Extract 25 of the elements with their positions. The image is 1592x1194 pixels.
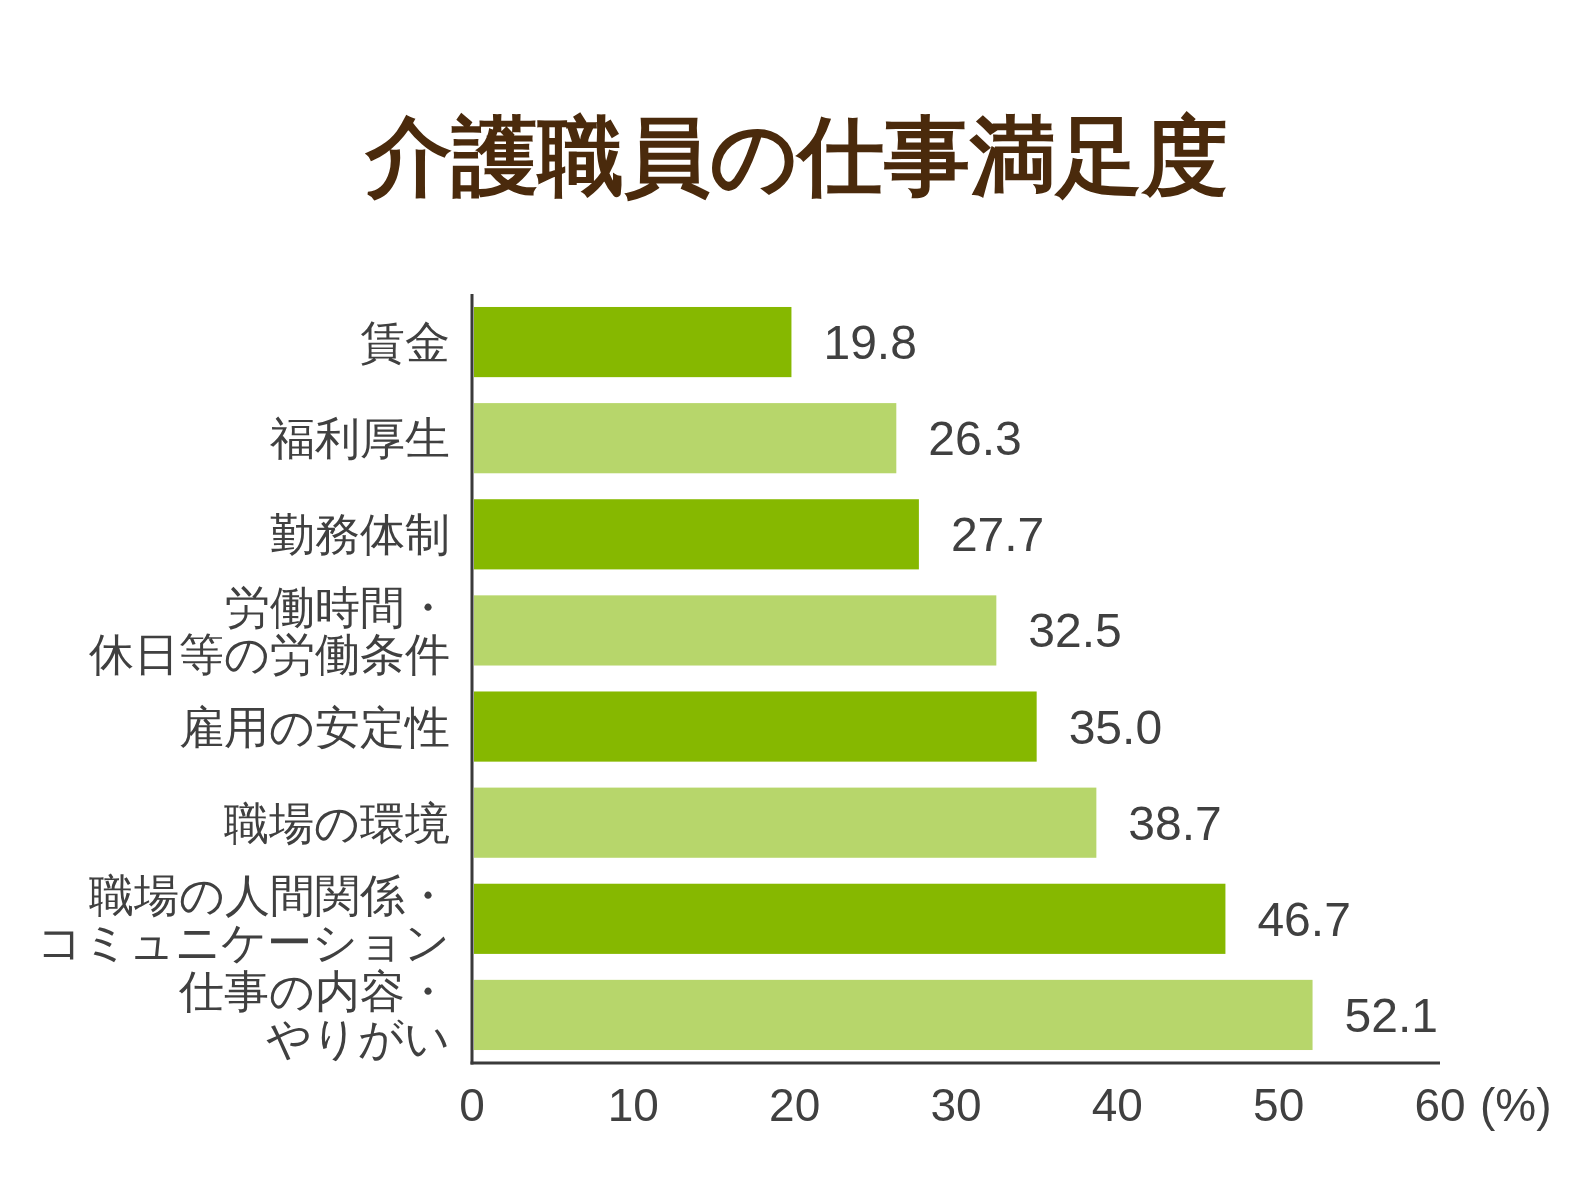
- x-tick-label: 0: [459, 1079, 485, 1131]
- y-tick-label: 労働時間・休日等の労働条件: [89, 581, 450, 680]
- y-tick-label: 勤務体制: [270, 509, 450, 561]
- y-tick-label: 雇用の安定性: [179, 701, 450, 753]
- y-tick-label: 賃金: [360, 317, 450, 369]
- y-tick-label: 職場の人間関係・コミュニケーション: [37, 870, 450, 969]
- x-tick-label: 20: [769, 1079, 821, 1131]
- x-tick-label: 50: [1253, 1079, 1305, 1131]
- data-label: 26.3: [928, 412, 1022, 466]
- x-tick-label: 40: [1091, 1079, 1143, 1131]
- y-tick-label: 福利厚生: [270, 413, 450, 465]
- y-tick-label: 職場の環境: [224, 797, 450, 849]
- data-label: 52.1: [1344, 988, 1438, 1042]
- x-tick-label: 60: [1414, 1079, 1466, 1131]
- x-tick-label: 30: [930, 1079, 982, 1131]
- data-label: 19.8: [823, 316, 917, 370]
- data-label: 32.5: [1028, 604, 1122, 658]
- x-tick-label: 10: [607, 1079, 659, 1131]
- xlabel: (%): [1480, 1079, 1552, 1131]
- data-label: 38.7: [1128, 796, 1222, 850]
- data-label: 35.0: [1068, 700, 1163, 754]
- y-tick-label: 仕事の内容・やりがい: [178, 966, 450, 1065]
- title: 介護職員の仕事満足度: [366, 108, 1228, 204]
- data-label: 27.7: [950, 508, 1045, 562]
- data-label: 46.7: [1257, 892, 1351, 946]
